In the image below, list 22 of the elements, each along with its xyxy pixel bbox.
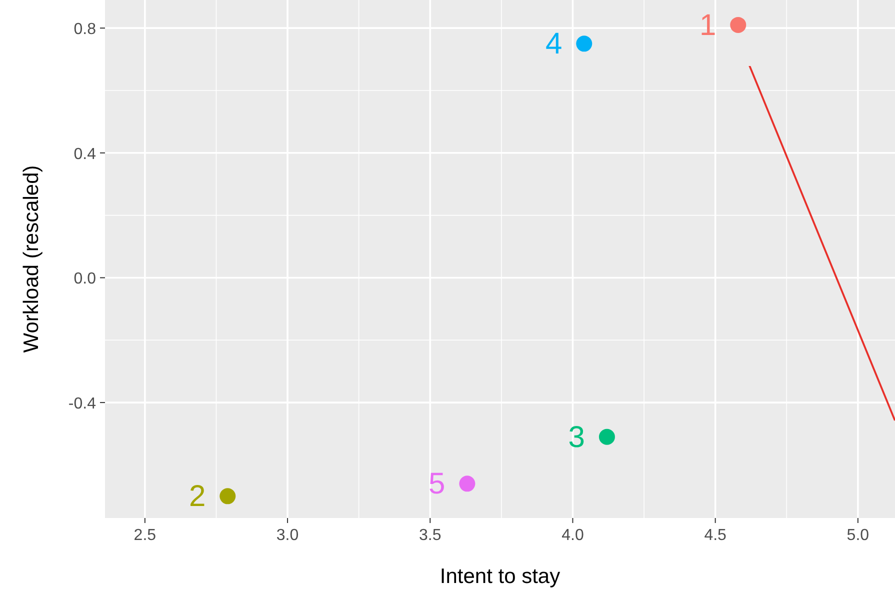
y-tick-label: 0.8 [74, 21, 96, 38]
point [459, 476, 476, 492]
x-tick-label: 2.5 [134, 527, 156, 544]
x-tick-label: 3.5 [419, 527, 442, 544]
y-tick-label: 0.4 [74, 146, 96, 163]
point [730, 16, 746, 33]
x-tick-label: 4.5 [704, 527, 727, 544]
series-label: 5 [428, 468, 446, 501]
series-label: 1 [699, 8, 716, 42]
series-label: 2 [188, 480, 206, 514]
x-tick-label: 5.0 [846, 527, 870, 544]
point [576, 36, 592, 52]
y-tick-label: 0.0 [74, 270, 96, 288]
y-tick-label: -0.4 [68, 396, 96, 413]
series-label: 3 [568, 420, 585, 454]
point [598, 428, 615, 445]
x-axis-title: Intent to stay [440, 565, 561, 588]
x-tick-label: 4.0 [562, 527, 584, 544]
point [220, 488, 236, 504]
x-tick-label: 3.0 [276, 527, 299, 544]
series-label: 4 [545, 28, 562, 61]
y-axis-title: Workload (rescaled) [20, 165, 43, 353]
